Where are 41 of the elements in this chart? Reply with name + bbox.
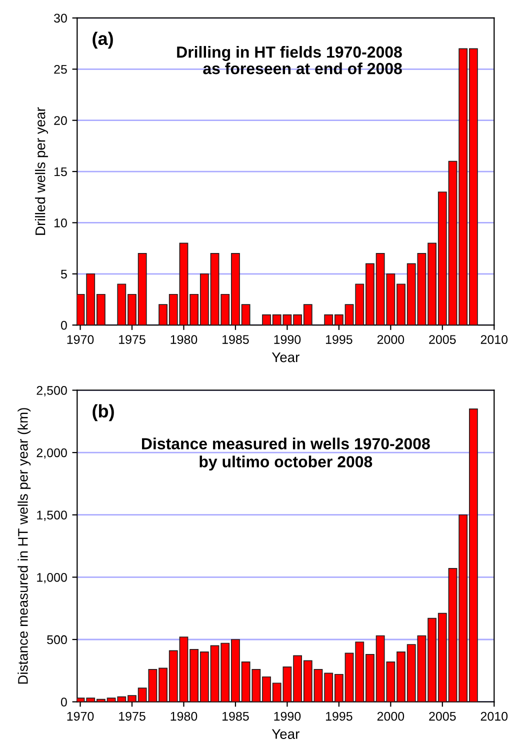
- y-tick-label: 25: [54, 64, 67, 74]
- y-tick-label: 2,000: [36, 448, 67, 459]
- y-axis-title: Drilled wells per year: [35, 107, 48, 235]
- y-tick-label: 2,500: [36, 386, 67, 396]
- x-tick-label: 1980: [170, 712, 198, 721]
- x-tick-label: 1985: [222, 712, 249, 721]
- y-tick-label: 500: [47, 635, 67, 644]
- x-tick-label: 1995: [326, 335, 352, 344]
- x-tick-label: 1970: [67, 712, 94, 721]
- x-tick-label: 1975: [119, 712, 146, 721]
- x-tick-label: 1990: [274, 712, 301, 721]
- text: by ultimo october 2008: [200, 456, 372, 471]
- x-tick-label: 2005: [429, 712, 456, 721]
- y-tick-label: 10: [54, 218, 67, 228]
- text: as foreseen at end of 2008: [203, 62, 402, 74]
- y-tick-label: 0: [60, 320, 67, 330]
- annotation: (a): [92, 32, 113, 49]
- x-tick-label: 2000: [377, 712, 404, 721]
- x-tick-label: 2005: [429, 335, 456, 344]
- y-axis-title: Distance measured in HT wells per year (km): [18, 408, 31, 684]
- text: Distance measured in wells 1970-2008: [142, 438, 430, 450]
- x-tick-label: 2000: [377, 335, 404, 344]
- y-tick-label: 15: [54, 167, 67, 176]
- x-tick-label: 1975: [119, 335, 146, 344]
- x-tick-label: 2010: [480, 712, 508, 721]
- text: Drilling in HT fields 1970-2008: [177, 46, 402, 61]
- x-tick-label: 1970: [67, 335, 94, 344]
- x-tick-label: 2010: [480, 335, 508, 344]
- x-tick-label: 1995: [326, 712, 352, 721]
- y-tick-label: 1,000: [37, 572, 67, 584]
- y-tick-label: 0: [60, 698, 67, 706]
- x-tick-label: 1980: [170, 335, 198, 344]
- x-tick-label: 1990: [274, 335, 301, 344]
- x-axis-title: Year: [272, 729, 300, 739]
- y-tick-label: 1,500: [37, 510, 67, 521]
- x-tick-label: 1985: [222, 335, 249, 344]
- y-tick-label: 30: [54, 14, 67, 23]
- annotation: (b): [92, 404, 114, 422]
- y-tick-label: 5: [60, 270, 67, 279]
- y-tick-label: 20: [54, 116, 67, 125]
- x-axis-title: Year: [272, 352, 300, 362]
